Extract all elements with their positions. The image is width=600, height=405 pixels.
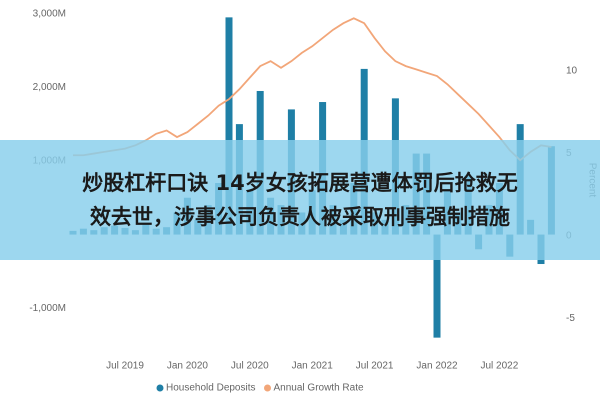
legend-marker <box>264 384 271 392</box>
x-tick-label: Jan 2021 <box>292 361 334 372</box>
banner-text: 效去世，涉事公司负责人被采取刑事强制措施 <box>90 205 510 229</box>
banner <box>0 140 600 260</box>
banner-text: 炒股杠杆口诀 14岁女孩拓展营遭体罚后抢救无 <box>82 171 518 195</box>
y2-tick-label: -5 <box>566 313 575 324</box>
legend-marker <box>156 384 164 392</box>
x-tick-label: Jul 2019 <box>106 361 144 372</box>
y-tick-label: 2,000M <box>33 82 66 93</box>
y2-tick-label: 10 <box>566 66 578 77</box>
x-tick-label: Jan 2020 <box>167 361 209 372</box>
legend-label: Household Deposits <box>166 383 256 394</box>
x-tick-label: Jul 2021 <box>356 361 394 372</box>
bar <box>433 234 441 338</box>
x-tick-label: Jul 2020 <box>231 361 269 372</box>
y-tick-label: 3,000M <box>33 8 66 19</box>
x-tick-label: Jul 2022 <box>480 361 518 372</box>
line <box>73 17 552 162</box>
bar <box>225 17 233 235</box>
x-tick-label: Jan 2022 <box>416 361 458 372</box>
y-tick-label: -1,000M <box>29 303 66 314</box>
legend-label: Annual Growth Rate <box>274 383 364 394</box>
